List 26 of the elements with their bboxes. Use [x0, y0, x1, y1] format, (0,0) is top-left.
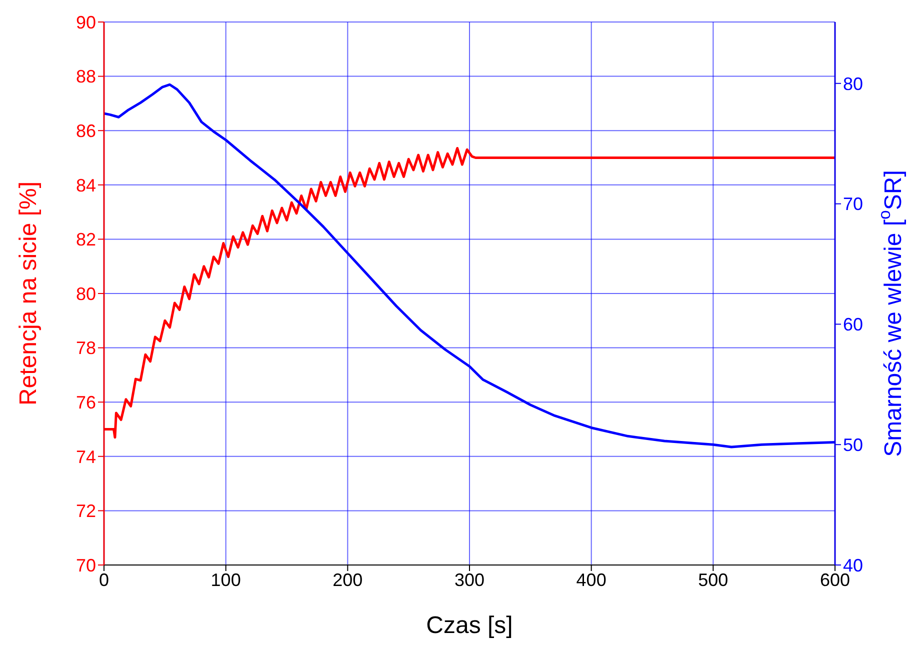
y-axis-title: Retencja na sicie [%]	[15, 181, 42, 406]
x-tick-label: 200	[332, 570, 363, 590]
y-tick-label: 74	[76, 446, 96, 467]
y2-tick-label: 70	[843, 194, 864, 214]
y-tick-label: 80	[76, 284, 96, 304]
x-tick-label: 300	[454, 570, 485, 590]
x-tick-label: 600	[820, 570, 850, 590]
y-tick-label: 88	[76, 66, 96, 87]
y-tick-label: 78	[76, 338, 96, 358]
x-tick-label: 100	[210, 570, 241, 590]
y2-tick-label: 80	[843, 74, 864, 94]
x-tick-label: 0	[98, 570, 110, 590]
y-tick-label: 76	[76, 392, 96, 412]
x-tick-label: 500	[698, 570, 728, 590]
y-tick-label: 90	[76, 12, 96, 32]
y2-tick-label: 60	[843, 314, 864, 335]
line-series	[104, 83, 835, 448]
y2-tick-label: 50	[843, 434, 864, 455]
y-tick-label: 70	[76, 555, 96, 576]
y-tick-label: 86	[76, 120, 96, 141]
x-tick-label: 400	[576, 570, 606, 590]
line-series	[104, 147, 835, 439]
x-axis-title: Czas [s]	[426, 612, 513, 639]
y-tick-label: 82	[76, 230, 96, 250]
y-tick-label: 72	[76, 501, 96, 522]
y-tick-label: 84	[76, 175, 96, 196]
